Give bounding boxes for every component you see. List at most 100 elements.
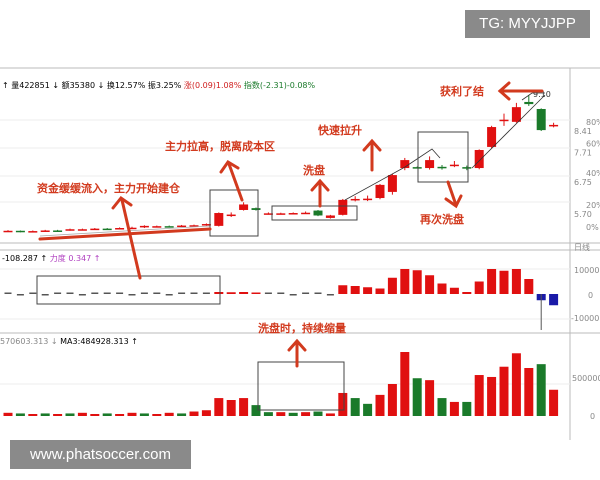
volume-tick: 5000000	[572, 374, 600, 383]
indicator-bar	[190, 292, 198, 294]
volume-bar	[412, 378, 422, 416]
candles	[3, 94, 559, 233]
candle-body	[276, 213, 286, 215]
volume-bar	[15, 413, 25, 416]
volume-bar	[127, 412, 137, 416]
annotation-wash1: 洗盘	[303, 163, 325, 177]
annotation-wash2: 再次洗盘	[420, 212, 464, 226]
indicator-bar	[387, 277, 397, 294]
indicator-bar	[326, 294, 334, 296]
candle-body	[412, 167, 422, 169]
indicator-bar	[29, 292, 37, 294]
candle-body	[487, 127, 497, 147]
candle-body	[102, 228, 112, 231]
price-axis-value: 7.71	[574, 148, 592, 157]
indicator-bar	[153, 292, 161, 294]
candle-body	[90, 228, 100, 231]
indicator-bar	[375, 288, 385, 294]
candle-body	[288, 213, 298, 215]
candle-body	[164, 226, 174, 228]
candle-body	[28, 231, 38, 233]
candle-body	[536, 108, 546, 131]
indicator-bar	[78, 294, 86, 296]
price-axis-value: 6.75	[574, 178, 592, 187]
volume-bar	[313, 411, 323, 416]
price-axis-pct: 20%	[586, 201, 600, 210]
indicator-bar	[487, 269, 497, 294]
annotation-accumulate: 资金缓缓流入，主力开始建仓	[37, 181, 181, 195]
indicator-bar	[302, 292, 310, 294]
volume-bar	[487, 376, 497, 416]
indicator-bar	[128, 294, 136, 296]
volume-bar	[338, 392, 348, 416]
candle-body	[338, 199, 348, 215]
volume-bar	[549, 389, 559, 416]
indicator-tick: 0	[588, 291, 593, 300]
volume-bar	[425, 380, 435, 416]
price-axis-value: 5.70	[574, 210, 592, 219]
indicator-bar	[4, 292, 12, 294]
candle-body	[462, 167, 472, 169]
volume-bar	[288, 412, 298, 416]
volume-bar	[499, 366, 509, 416]
volume-bar	[139, 413, 149, 416]
volume-bars	[3, 352, 559, 416]
volume-bar	[201, 410, 211, 416]
candle-body	[387, 175, 397, 192]
indicator-bar	[178, 292, 186, 294]
indicator-bar	[239, 292, 249, 294]
indicator-bar	[140, 292, 148, 294]
price-axis-pct: 80%	[586, 118, 600, 127]
price-axis-pct: 40%	[586, 169, 600, 178]
candle-body	[214, 213, 224, 226]
candle-body	[40, 230, 50, 232]
price-axis-pct: 0%	[586, 223, 599, 232]
indicator-bar	[41, 294, 49, 296]
volume-bar	[536, 364, 546, 416]
indicator-bar	[116, 292, 124, 294]
price-header: ↑ 量422851 ↓ 额35380 ↓ 换12.57% 振3.25% 涨(0.…	[2, 80, 316, 90]
peak-label: 9.10	[533, 90, 551, 99]
candle-body	[15, 230, 25, 233]
indicator-tick: -10000	[571, 314, 599, 323]
annotation-pull-up: 主力拉高，脱离成本区	[165, 139, 275, 153]
volume-bar	[263, 412, 273, 416]
candle-body	[139, 225, 149, 228]
indicator-bar	[66, 292, 74, 294]
indicator-bar	[400, 269, 410, 294]
volume-bar	[28, 414, 38, 416]
indicator-bar	[16, 294, 24, 296]
annotation-fast-rise: 快速拉升	[317, 123, 362, 137]
indicator-bar	[524, 279, 534, 294]
candle-body	[350, 198, 360, 201]
indicator-bar	[165, 294, 173, 296]
candle-body	[251, 208, 261, 210]
candle-body	[524, 101, 534, 105]
volume-bar	[350, 398, 360, 416]
candle-body	[3, 230, 13, 233]
indicator-bar	[449, 287, 459, 294]
volume-bar	[115, 414, 125, 416]
volume-bar	[239, 398, 249, 416]
volume-bar	[251, 405, 261, 416]
volume-header: 570603.313 ↓ MA3:484928.313 ↑	[0, 337, 138, 346]
volume-bar	[90, 414, 100, 416]
candle-body	[301, 212, 311, 215]
volume-bar	[363, 403, 373, 416]
annotation-take-profit: 获利了结	[440, 84, 484, 98]
indicator-bar	[202, 292, 210, 294]
candle-body	[226, 214, 236, 217]
indicator-bar	[338, 285, 348, 294]
candle-body	[511, 107, 521, 122]
indicator-bar	[350, 286, 360, 294]
volume-bar	[462, 401, 472, 416]
candle-body	[65, 229, 75, 231]
volume-bar	[375, 394, 385, 416]
volume-bar	[400, 352, 410, 416]
volume-bar	[474, 375, 484, 416]
candle-body	[375, 184, 385, 199]
indicator-bars	[4, 269, 559, 330]
candle-body	[425, 160, 435, 169]
indicator-bar	[462, 292, 472, 294]
